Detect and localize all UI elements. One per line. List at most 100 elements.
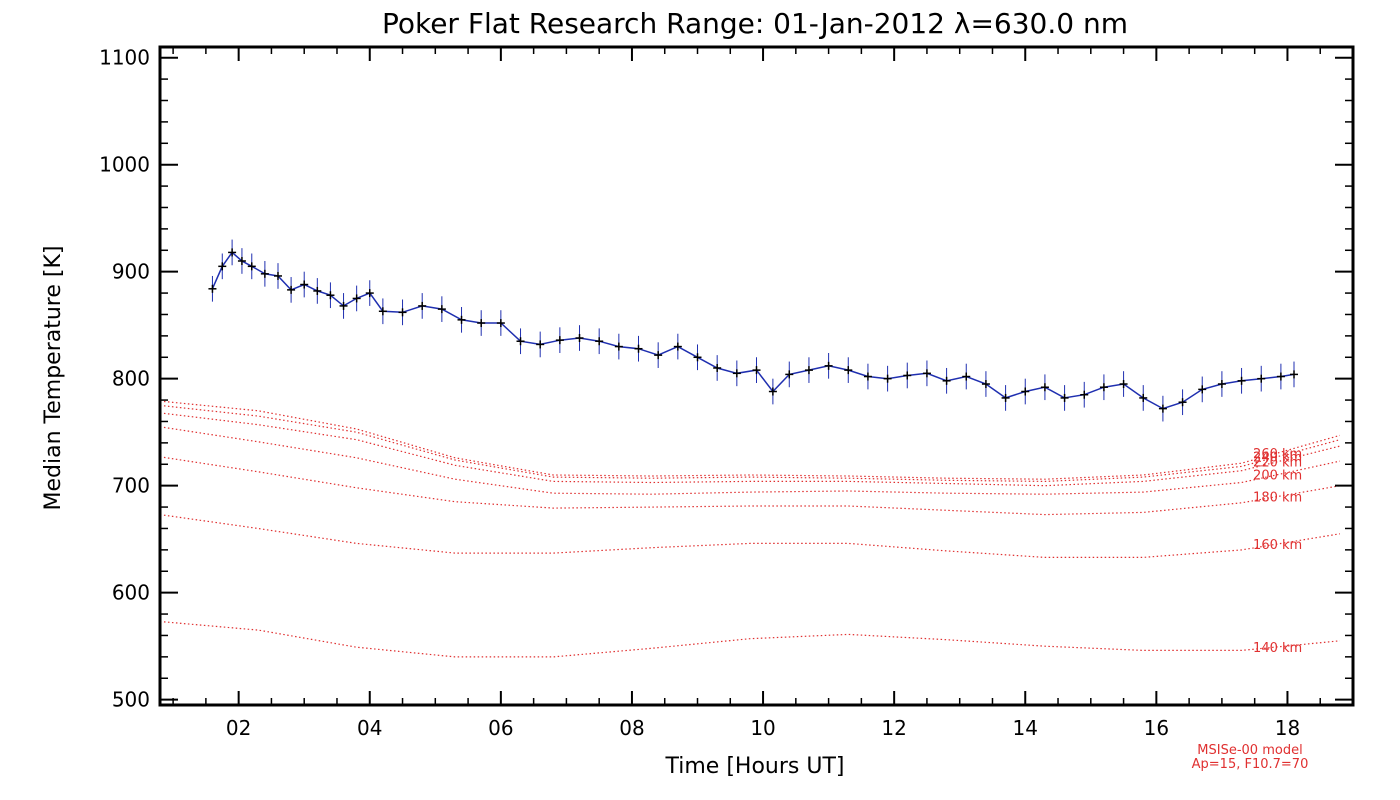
data-point (595, 337, 604, 346)
x-tick-label: 06 (488, 716, 513, 740)
data-point (536, 340, 545, 349)
model-curve-200-km (159, 426, 1341, 495)
data-point (496, 319, 505, 328)
y-tick-label: 700 (112, 474, 150, 498)
data-point (1178, 398, 1187, 407)
data-point (824, 361, 833, 370)
data-point (260, 269, 269, 278)
data-point (1060, 393, 1069, 402)
data-point (555, 336, 564, 345)
data-point (785, 370, 794, 379)
x-tick-label: 14 (1013, 716, 1038, 740)
data-point (218, 262, 227, 271)
x-tick-label: 02 (226, 716, 251, 740)
data-point (1040, 383, 1049, 392)
data-point (352, 294, 361, 303)
data-point (1119, 380, 1128, 389)
data-point (962, 372, 971, 381)
data-point (903, 371, 912, 380)
data-point (752, 366, 761, 375)
data-point (437, 305, 446, 314)
model-curve-220-km (159, 412, 1341, 487)
data-point (804, 366, 813, 375)
x-tick-label: 12 (881, 716, 906, 740)
data-point (1158, 404, 1167, 413)
data-point (634, 344, 643, 353)
data-point (516, 337, 525, 346)
model-label-180-km: 180 km (1253, 491, 1302, 506)
model-note-line: MSISe-00 model (1197, 743, 1302, 758)
data-point (247, 262, 256, 271)
model-label-240-km: 240 km (1253, 451, 1302, 466)
data-point (654, 351, 663, 360)
data-point (237, 256, 246, 265)
data-point (313, 286, 322, 295)
data-point (1237, 376, 1246, 385)
model-curve-160-km (159, 514, 1340, 559)
data-point (273, 271, 282, 280)
y-tick-label: 1000 (99, 153, 150, 177)
model-label-220-km: 220 km (1253, 456, 1302, 471)
data-point (1290, 370, 1299, 379)
data-point (1217, 380, 1226, 389)
data-point (208, 284, 217, 293)
data-point (1276, 372, 1285, 381)
chart-title: Poker Flat Research Range: 01-Jan-2012 λ… (382, 7, 1128, 40)
model-curve-180-km (159, 456, 1341, 516)
data-point (768, 387, 777, 396)
data-point (732, 369, 741, 378)
data-point (418, 301, 427, 310)
model-label-160-km: 160 km (1253, 538, 1302, 553)
measured-line (211, 251, 1295, 410)
x-tick-label: 18 (1275, 716, 1300, 740)
data-point (863, 372, 872, 381)
data-point (942, 376, 951, 385)
model-label-140-km: 140 km (1253, 641, 1302, 656)
model-curves (159, 400, 1341, 658)
x-tick-label: 04 (357, 716, 382, 740)
y-tick-label: 600 (112, 581, 150, 605)
data-point (300, 280, 309, 289)
data-point (287, 285, 296, 294)
data-point (883, 374, 892, 383)
axes: 02 04 06 08 10 12 14 16 18 500 600 700 800 900 1000 110… (99, 46, 1354, 740)
x-tick-label: 16 (1144, 716, 1169, 740)
data-point (1257, 374, 1266, 383)
data-point (326, 291, 335, 300)
data-point (477, 319, 486, 328)
model-label-260-km: 260 km (1253, 447, 1302, 462)
data-point (457, 315, 466, 324)
y-tick-label: 1100 (99, 46, 150, 70)
data-point (1099, 383, 1108, 392)
model-note-line: Ap=15, F10.7=70 (1192, 757, 1309, 772)
x-tick-label: 10 (750, 716, 775, 740)
y-tick-label: 800 (112, 367, 150, 391)
data-point (844, 366, 853, 375)
data-point (981, 380, 990, 389)
plot-frame (158, 45, 1355, 707)
data-point (922, 369, 931, 378)
data-point (614, 342, 623, 351)
model-label-200-km: 200 km (1253, 469, 1302, 484)
data-point (1139, 393, 1148, 402)
model-curve-240-km (159, 404, 1341, 483)
x-tick-label: 08 (619, 716, 644, 740)
data-point (693, 353, 702, 362)
data-point (339, 301, 348, 310)
y-tick-label: 500 (112, 688, 150, 712)
data-point (1198, 385, 1207, 394)
data-point (673, 342, 682, 351)
data-point (398, 308, 407, 317)
x-axis-label: Time [Hours UT] (665, 754, 845, 779)
data-point (1021, 387, 1030, 396)
measured-series (208, 239, 1299, 422)
model-curve-140-km (159, 620, 1340, 658)
data-point (378, 307, 387, 316)
y-axis-label: Median Temperature [K] (41, 246, 66, 511)
data-point (1001, 393, 1010, 402)
data-point (365, 289, 374, 298)
data-point (1080, 390, 1089, 399)
